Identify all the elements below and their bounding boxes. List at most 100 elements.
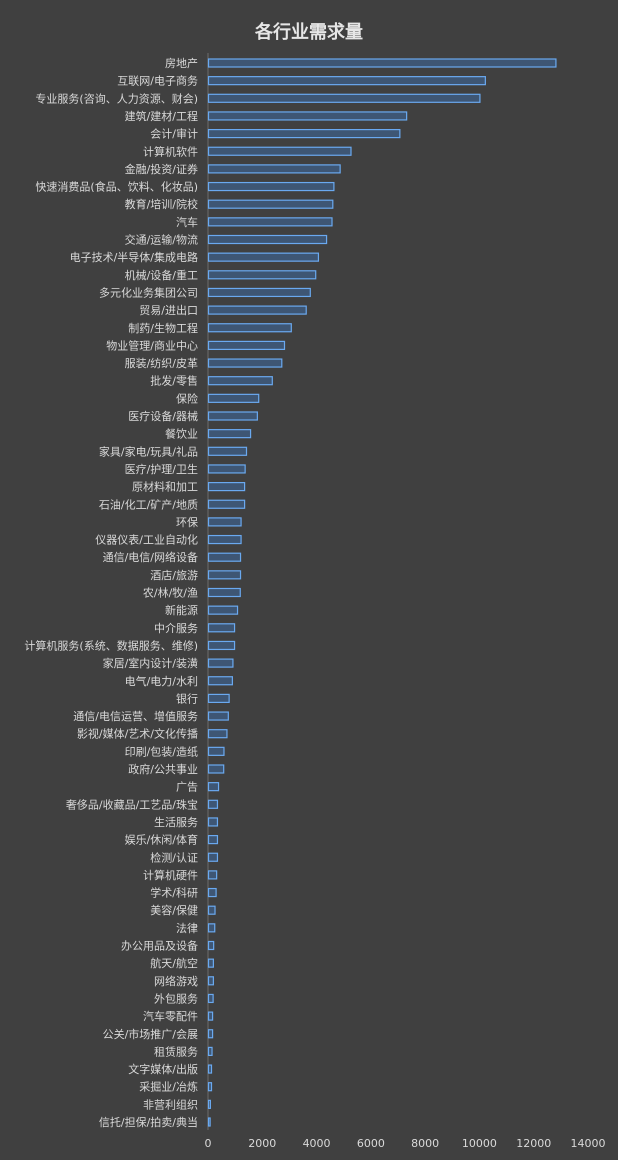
category-label: 医疗设备/器械 bbox=[128, 409, 198, 423]
bar bbox=[207, 729, 228, 739]
category-label: 计算机服务(系统、数据服务、维修) bbox=[24, 638, 198, 652]
bar bbox=[207, 181, 335, 192]
bar bbox=[207, 552, 242, 562]
bar bbox=[207, 323, 292, 333]
category-label: 原材料和加工 bbox=[132, 480, 198, 494]
category-label: 汽车零配件 bbox=[143, 1009, 198, 1023]
category-label: 农/林/牧/渔 bbox=[143, 586, 198, 600]
bar bbox=[207, 287, 311, 298]
category-label: 文字媒体/出版 bbox=[128, 1062, 198, 1076]
bar bbox=[207, 587, 241, 598]
bar bbox=[207, 146, 352, 156]
category-label: 美容/保健 bbox=[150, 903, 198, 917]
category-label: 多元化业务集团公司 bbox=[99, 285, 198, 299]
bar bbox=[207, 746, 225, 756]
category-label: 互联网/电子商务 bbox=[117, 74, 198, 88]
bar bbox=[207, 623, 236, 633]
bar bbox=[207, 482, 246, 492]
x-tick-label: 8000 bbox=[411, 1137, 439, 1150]
bar bbox=[207, 764, 225, 774]
bar bbox=[207, 923, 216, 933]
x-tick-label: 12000 bbox=[516, 1137, 551, 1150]
bar bbox=[207, 817, 219, 827]
bar bbox=[207, 429, 252, 439]
bar bbox=[207, 517, 242, 527]
bar bbox=[207, 799, 219, 809]
category-label: 交通/运输/物流 bbox=[125, 233, 198, 247]
category-label: 汽车 bbox=[176, 215, 198, 229]
category-label: 酒店/旅游 bbox=[150, 568, 198, 582]
category-label: 教育/培训/院校 bbox=[125, 197, 198, 211]
bar bbox=[207, 358, 283, 368]
x-tick-label: 2000 bbox=[248, 1137, 276, 1150]
bar bbox=[207, 640, 236, 651]
category-label: 学术/科研 bbox=[150, 886, 198, 900]
category-label: 建筑/建材/工程 bbox=[125, 109, 198, 123]
bar bbox=[207, 93, 481, 103]
category-label: 娱乐/休闲/体育 bbox=[125, 833, 198, 847]
category-label: 快速消费品(食品、饮料、化妆品) bbox=[35, 180, 198, 194]
bar bbox=[207, 305, 307, 315]
category-label: 采掘业/冶炼 bbox=[139, 1080, 198, 1094]
bar bbox=[207, 993, 214, 1004]
bar bbox=[207, 534, 242, 545]
bar bbox=[207, 340, 286, 350]
bar bbox=[207, 676, 233, 686]
category-label: 制药/生物工程 bbox=[128, 321, 198, 335]
bar bbox=[207, 887, 217, 898]
category-label: 航天/航空 bbox=[150, 956, 198, 970]
bar bbox=[207, 499, 246, 509]
category-label: 租赁服务 bbox=[154, 1044, 198, 1058]
x-tick-label: 14000 bbox=[571, 1137, 606, 1150]
bar bbox=[207, 940, 215, 951]
bar bbox=[207, 1029, 214, 1039]
bar bbox=[207, 570, 242, 580]
category-label: 通信/电信运营、增值服务 bbox=[73, 709, 198, 723]
category-label: 电子技术/半导体/集成电路 bbox=[70, 250, 198, 264]
bar bbox=[207, 111, 408, 121]
bar bbox=[207, 252, 320, 262]
x-tick-label: 6000 bbox=[357, 1137, 385, 1150]
category-label: 生活服务 bbox=[154, 815, 198, 829]
bar bbox=[207, 464, 246, 474]
bar bbox=[207, 905, 216, 915]
category-label: 家居/室内设计/装潢 bbox=[103, 656, 198, 670]
category-label: 新能源 bbox=[165, 603, 198, 617]
category-label: 餐饮业 bbox=[165, 427, 198, 441]
x-tick-label: 0 bbox=[205, 1137, 212, 1150]
category-label: 家具/家电/玩具/礼品 bbox=[99, 444, 198, 458]
category-label: 物业管理/商业中心 bbox=[106, 338, 198, 352]
category-label: 环保 bbox=[176, 515, 198, 529]
category-label: 房地产 bbox=[165, 56, 198, 70]
category-label: 外包服务 bbox=[154, 992, 198, 1005]
bar bbox=[207, 958, 214, 968]
category-label: 办公用品及设备 bbox=[121, 939, 198, 953]
x-tick-label: 4000 bbox=[303, 1137, 331, 1150]
bar bbox=[207, 870, 218, 880]
category-label: 计算机硬件 bbox=[143, 868, 198, 882]
bar bbox=[207, 58, 557, 68]
category-label: 检测/认证 bbox=[150, 850, 198, 864]
category-label: 仪器仪表/工业自动化 bbox=[95, 533, 198, 547]
category-label: 法律 bbox=[176, 921, 198, 935]
category-label: 公关/市场推广/会展 bbox=[103, 1027, 198, 1041]
x-tick-label: 10000 bbox=[462, 1137, 497, 1150]
bar bbox=[207, 834, 219, 845]
bar bbox=[207, 658, 234, 668]
category-label: 网络游戏 bbox=[154, 974, 198, 988]
bar bbox=[207, 976, 214, 986]
category-label: 奢侈品/收藏品/工艺品/珠宝 bbox=[66, 797, 198, 811]
category-label: 银行 bbox=[176, 691, 198, 705]
bar bbox=[207, 1099, 211, 1109]
category-label: 机械/设备/重工 bbox=[125, 268, 198, 282]
bar bbox=[207, 1117, 211, 1127]
chart-title: 各行业需求量 bbox=[254, 21, 363, 43]
category-label: 计算机软件 bbox=[143, 144, 198, 158]
category-label: 保险 bbox=[176, 391, 198, 405]
bar bbox=[207, 393, 260, 403]
bar bbox=[207, 605, 239, 615]
bar bbox=[207, 199, 334, 209]
category-label: 医疗/护理/卫生 bbox=[125, 462, 198, 476]
category-label: 信托/担保/拍卖/典当 bbox=[99, 1115, 198, 1129]
bar bbox=[207, 1011, 214, 1021]
